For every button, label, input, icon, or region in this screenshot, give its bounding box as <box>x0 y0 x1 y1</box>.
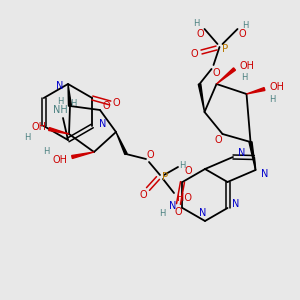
Text: HO: HO <box>176 193 191 203</box>
Text: N: N <box>261 169 268 179</box>
Text: OH: OH <box>239 61 254 71</box>
Polygon shape <box>72 152 94 158</box>
Text: H: H <box>269 94 276 103</box>
Text: H: H <box>179 160 185 169</box>
Text: P: P <box>222 44 229 54</box>
Text: O: O <box>112 98 120 108</box>
Text: O: O <box>139 190 147 200</box>
Text: N: N <box>238 148 246 158</box>
Text: N: N <box>199 208 207 218</box>
Text: O: O <box>191 49 198 59</box>
Text: NH: NH <box>52 105 68 115</box>
Polygon shape <box>68 84 71 106</box>
Polygon shape <box>198 84 205 112</box>
Text: O: O <box>184 166 192 176</box>
Text: H: H <box>193 20 200 28</box>
Polygon shape <box>247 88 265 94</box>
Text: OH: OH <box>52 155 68 165</box>
Text: O: O <box>213 68 220 78</box>
Text: OH: OH <box>32 122 46 132</box>
Text: H: H <box>159 208 166 217</box>
Text: H: H <box>70 100 76 109</box>
Text: H: H <box>43 148 49 157</box>
Polygon shape <box>49 128 69 134</box>
Text: O: O <box>239 29 246 39</box>
Text: N: N <box>99 119 106 129</box>
Polygon shape <box>249 142 256 170</box>
Polygon shape <box>217 68 236 84</box>
Polygon shape <box>116 132 127 154</box>
Text: H: H <box>24 133 30 142</box>
Text: OH: OH <box>269 82 284 92</box>
Text: N: N <box>169 201 176 211</box>
Text: N: N <box>232 199 239 209</box>
Text: O: O <box>197 29 204 39</box>
Text: H: H <box>57 98 63 106</box>
Text: H: H <box>241 74 248 82</box>
Text: O: O <box>215 135 222 145</box>
Text: O: O <box>102 101 110 111</box>
Text: H: H <box>242 20 249 29</box>
Text: O: O <box>146 150 154 160</box>
Text: O: O <box>175 207 182 217</box>
Text: N: N <box>56 81 64 91</box>
Text: P: P <box>162 172 168 182</box>
